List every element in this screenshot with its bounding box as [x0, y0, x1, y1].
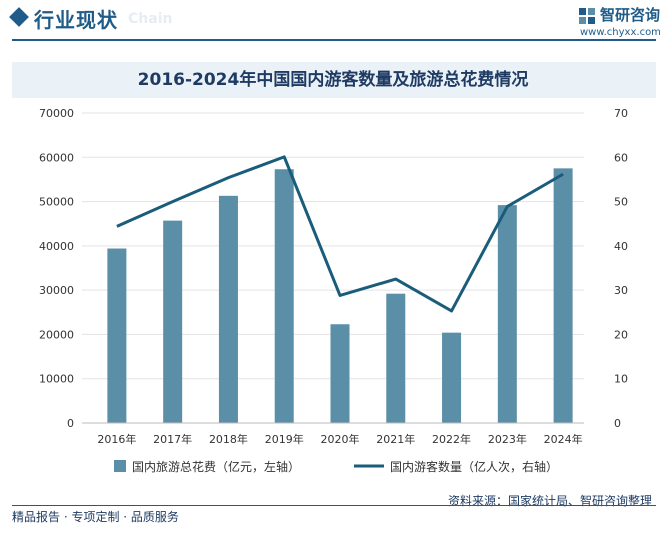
footer-slogan: 精品报告 · 专项定制 · 品质服务: [12, 510, 179, 524]
watermark-text: Chain: [128, 11, 173, 27]
bar-series: [107, 168, 573, 423]
line-series: [116, 155, 564, 313]
y-axis-right: 0 10 20 30 40 50 60 70: [614, 107, 628, 430]
logo-url: www.chyxx.com: [580, 27, 661, 38]
bar-2024年: [553, 168, 573, 423]
y-right-tick-label: 50: [614, 196, 628, 209]
y-left-tick-label: 20000: [39, 328, 74, 341]
y-axis-left: 0 10000 20000 30000 40000 50000 60000 70000: [39, 107, 74, 430]
x-tick-label: 2019年: [265, 432, 304, 446]
x-axis: 2016年 2017年 2018年 2019年 2020年 2021年 2022年 2023年…: [82, 422, 584, 446]
x-tick-label: 2016年: [97, 432, 136, 446]
y-left-tick-label: 30000: [39, 284, 74, 297]
x-tick-label: 2017年: [153, 432, 192, 446]
x-tick-label: 2022年: [432, 432, 471, 446]
legend: 国内旅游总花费（亿元，左轴） 国内游客数量（亿人次，右轴）: [114, 459, 558, 474]
y-right-tick-label: 60: [614, 151, 628, 164]
bar-2016年: [107, 248, 127, 423]
footer-divider: [12, 505, 656, 506]
bar-2020年: [330, 324, 350, 423]
legend-label-bar: 国内旅游总花费（亿元，左轴）: [132, 459, 300, 474]
x-tick-label: 2021年: [376, 432, 415, 446]
logo-name: 智研咨询: [600, 6, 661, 24]
y-right-tick-label: 30: [614, 284, 628, 297]
bar-2018年: [218, 195, 238, 423]
title-band: [12, 62, 656, 98]
y-left-tick-label: 10000: [39, 373, 74, 386]
bar-2019年: [274, 169, 294, 423]
x-tick-label: 2018年: [209, 432, 248, 446]
source-note: 资料来源：国家统计局、智研咨询整理: [447, 494, 652, 508]
y-right-tick-label: 70: [614, 107, 628, 120]
x-tick-label: 2024年: [544, 432, 583, 446]
y-left-tick-label: 60000: [39, 151, 74, 164]
line-visitors: [116, 155, 564, 313]
x-tick-label: 2023年: [488, 432, 527, 446]
y-right-tick-label: 0: [614, 417, 621, 430]
x-tick-label: 2020年: [321, 432, 360, 446]
logo-icon: [579, 8, 595, 24]
y-right-tick-label: 40: [614, 240, 628, 253]
y-left-tick-label: 40000: [39, 240, 74, 253]
y-right-tick-label: 10: [614, 373, 628, 386]
y-right-tick-label: 20: [614, 328, 628, 341]
bar-2021年: [386, 293, 406, 423]
section-title: 行业现状: [34, 8, 118, 32]
header-divider: [12, 39, 656, 41]
bar-2022年: [442, 332, 462, 423]
y-left-tick-label: 70000: [39, 107, 74, 120]
chart-title: 2016-2024年中国国内游客数量及旅游总花费情况: [137, 70, 529, 90]
header: 行业现状 Chain 智研咨询 www.chyxx.com: [0, 0, 666, 42]
y-left-tick-label: 0: [67, 417, 74, 430]
legend-swatch-bar: [114, 460, 126, 472]
bar-2017年: [163, 220, 183, 423]
legend-label-line: 国内游客数量（亿人次，右轴）: [390, 459, 558, 474]
y-left-tick-label: 50000: [39, 196, 74, 209]
bar-2023年: [497, 205, 517, 423]
